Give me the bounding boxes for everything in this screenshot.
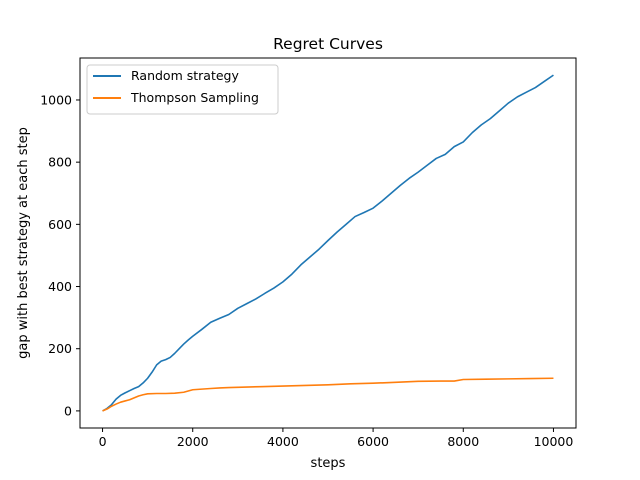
x-tick-label: 8000	[447, 434, 479, 449]
x-tick-label: 6000	[357, 434, 389, 449]
legend-box	[86, 64, 279, 115]
thompson-sampling-line	[102, 377, 554, 412]
x-axis-label: steps	[311, 456, 346, 471]
y-tick-label: 200	[48, 341, 72, 356]
x-tick-label: 2000	[177, 434, 209, 449]
axes-frame	[79, 57, 577, 429]
y-tick-label: 1000	[40, 92, 72, 107]
y-tick-label: 600	[48, 217, 72, 232]
y-axis-label: gap with best strategy at each step	[16, 127, 31, 359]
chart-title: Regret Curves	[273, 35, 383, 53]
y-tick-label: 800	[48, 155, 72, 170]
random-strategy-line	[102, 74, 554, 412]
legend-label-thompson: Thompson Sampling	[130, 90, 259, 105]
x-axis: 0 2000 4000 6000 8000 10000	[99, 428, 574, 449]
y-tick-label: 400	[48, 279, 72, 294]
x-tick-label: 0	[99, 434, 107, 449]
legend-label-random: Random strategy	[131, 68, 239, 83]
legend: Random strategy Thompson Sampling	[86, 64, 279, 115]
y-tick-label: 0	[64, 403, 72, 418]
plot-area	[102, 74, 554, 412]
x-tick-label: 10000	[534, 434, 574, 449]
y-axis: 0 200 400 600 800 1000	[40, 92, 80, 418]
x-tick-label: 4000	[267, 434, 299, 449]
